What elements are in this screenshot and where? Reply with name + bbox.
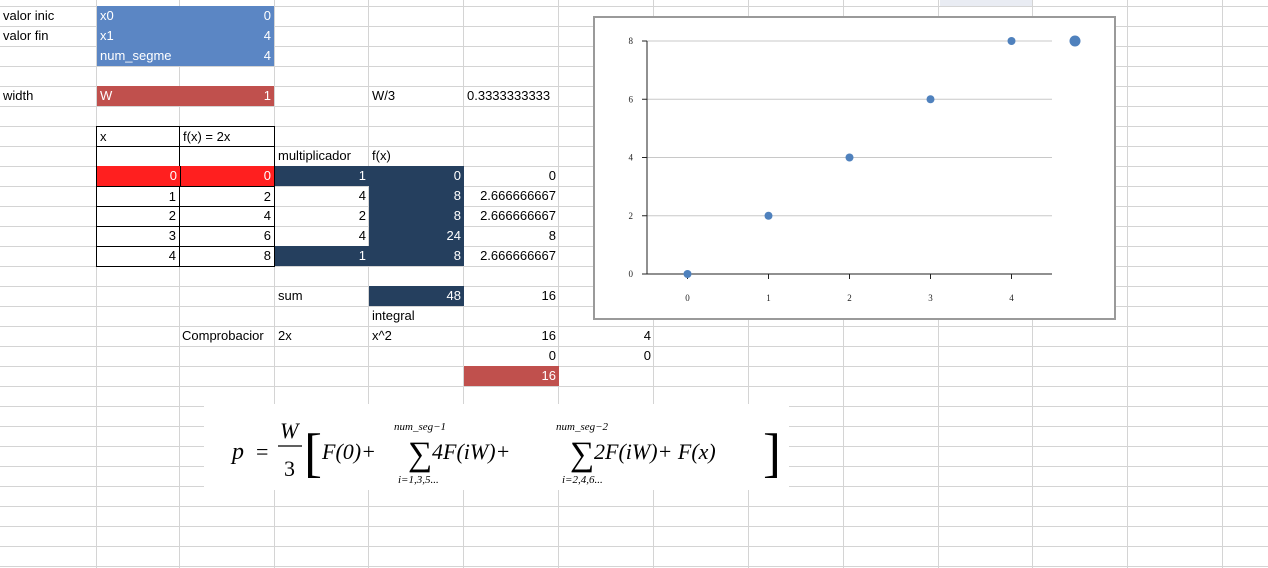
chart-x-tick-label: 0	[685, 293, 690, 303]
cell-e11[interactable]: 8	[369, 206, 464, 226]
chart-y-tick-label: 6	[629, 94, 634, 104]
cell-c1[interactable]: 0	[263, 8, 271, 23]
cell-c11[interactable]: 4	[179, 206, 275, 227]
cell-e8[interactable]: f(x)	[372, 148, 391, 163]
cell-f15[interactable]: 16	[541, 288, 556, 303]
cell-d8[interactable]: multiplicador	[278, 148, 351, 163]
cell-c5[interactable]: 1	[263, 88, 271, 103]
cell-f5[interactable]: 0.3333333333	[467, 88, 551, 103]
cell-g18[interactable]: 0	[643, 348, 651, 363]
cell-d12[interactable]: 4	[358, 228, 366, 243]
cell-e13[interactable]: 8	[369, 246, 464, 266]
cell-b10[interactable]: 1	[96, 186, 180, 207]
cell-b9[interactable]: 0	[96, 166, 180, 186]
formula-frac-den: 3	[284, 456, 295, 481]
cell-b13[interactable]: 4	[96, 246, 180, 267]
cell-b3[interactable]	[97, 46, 274, 66]
chart-plot-area: 0 2 4 6 8 0 1 2 3 4	[629, 35, 1081, 303]
formula-term1: F(0)+	[321, 439, 376, 464]
cell-e5[interactable]: W/3	[372, 88, 396, 103]
cell-e10[interactable]: 8	[369, 186, 464, 206]
cell-d10[interactable]: 4	[358, 188, 366, 203]
selected-column-header-strip	[940, 0, 1032, 6]
chart-point	[845, 153, 854, 162]
cell-f17[interactable]: 16	[541, 328, 556, 343]
formula-frac-num: W	[280, 418, 300, 443]
formula-right-bracket: ]	[763, 423, 781, 483]
cell-g17[interactable]: 4	[643, 328, 651, 343]
simpson-formula-image[interactable]: p = W 3 [ F(0)+ num_seg−1 ∑ i=1,3,5... 4…	[204, 404, 789, 490]
formula-equals: =	[256, 439, 268, 464]
cell-f10[interactable]: 2.666666667	[480, 188, 556, 203]
formula-sum2-sigma: ∑	[570, 436, 594, 473]
chart-point	[764, 211, 773, 220]
cell-d17[interactable]: 2x	[278, 328, 292, 343]
chart-x-tick-label: 2	[847, 293, 852, 303]
formula-sum1-lower: i=1,3,5...	[398, 474, 439, 486]
cell-c13[interactable]: 8	[179, 246, 275, 267]
chart-point	[1007, 37, 1016, 45]
formula-left-bracket: [	[304, 423, 322, 483]
formula-lhs: p	[230, 439, 244, 465]
chart-point	[926, 95, 935, 104]
chart-y-tick-label: 4	[629, 153, 634, 163]
chart-x-tick-label: 4	[1009, 293, 1014, 303]
cell-f9[interactable]: 0	[548, 168, 556, 183]
cell-b8[interactable]	[96, 146, 180, 167]
cell-c2[interactable]: 4	[263, 28, 271, 43]
cell-f12[interactable]: 8	[548, 228, 556, 243]
cell-e12[interactable]: 24	[369, 226, 464, 246]
cell-a5[interactable]: width	[3, 88, 34, 103]
formula-svg: p = W 3 [ F(0)+ num_seg−1 ∑ i=1,3,5... 4…	[230, 418, 781, 486]
cell-d9[interactable]: 1	[275, 166, 369, 186]
cell-d11[interactable]: 2	[358, 208, 366, 223]
cell-b11[interactable]: 2	[96, 206, 180, 227]
cell-c9[interactable]: 0	[180, 166, 275, 186]
formula-sum2-upper: num_seg−2	[556, 421, 609, 433]
cell-c7[interactable]: f(x) = 2x	[179, 126, 275, 147]
cell-c8[interactable]	[179, 146, 275, 167]
chart-y-tick-label: 2	[629, 211, 634, 221]
chart-x-tick-label: 3	[928, 293, 933, 303]
chart-y-tick-label: 8	[629, 36, 634, 46]
cell-b7[interactable]: x	[96, 126, 180, 147]
cell-e9[interactable]: 0	[369, 166, 464, 186]
chart-point	[683, 270, 692, 278]
cell-b1[interactable]: x0	[97, 6, 274, 26]
cell-e17[interactable]: x^2	[372, 328, 392, 343]
cell-d15[interactable]: sum	[278, 288, 303, 303]
chart-y-tick-label: 0	[629, 269, 634, 279]
cell-f13[interactable]: 2.666666667	[480, 248, 556, 263]
formula-sum2-body: 2F(iW)+ F(x)	[594, 439, 716, 464]
cell-b3-text: num_segme	[100, 48, 172, 63]
formula-sum1-sigma: ∑	[408, 436, 432, 473]
formula-sum2-lower: i=2,4,6...	[562, 474, 603, 486]
cell-f19[interactable]: 16	[464, 366, 559, 386]
chart-legend-marker	[1069, 35, 1081, 47]
cell-b2[interactable]: x1	[97, 26, 274, 46]
cell-c10[interactable]: 2	[179, 186, 275, 207]
formula-sum1-body: 4F(iW)+	[432, 439, 510, 464]
cell-b5[interactable]: W	[97, 86, 274, 106]
cell-a2[interactable]: valor fin	[3, 28, 49, 43]
cell-a1[interactable]: valor inic	[3, 8, 55, 23]
cell-f11[interactable]: 2.666666667	[480, 208, 556, 223]
cell-c12[interactable]: 6	[179, 226, 275, 247]
cell-e16[interactable]: integral	[372, 308, 415, 323]
cell-c17[interactable]: Comprobacior	[182, 328, 264, 343]
cell-e15[interactable]: 48	[369, 286, 464, 306]
chart-x-tick-label: 1	[766, 293, 771, 303]
cell-c3[interactable]: 4	[263, 48, 271, 63]
cell-d13[interactable]: 1	[275, 246, 369, 266]
scatter-chart[interactable]: 0 2 4 6 8 0 1 2 3 4	[593, 16, 1116, 320]
cell-f18[interactable]: 0	[548, 348, 556, 363]
formula-sum1-upper: num_seg−1	[394, 421, 446, 433]
cell-b12[interactable]: 3	[96, 226, 180, 247]
